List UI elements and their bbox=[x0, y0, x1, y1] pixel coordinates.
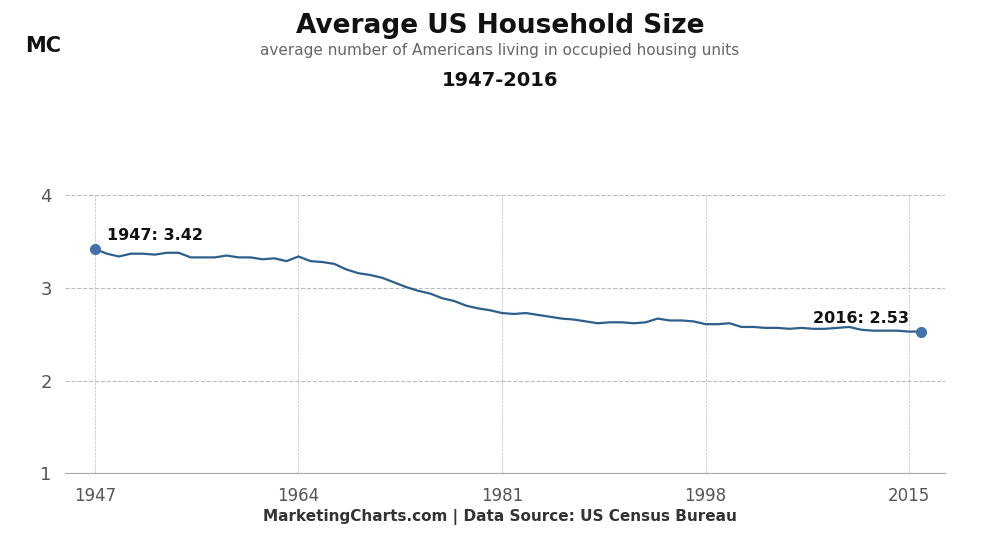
Text: Average US Household Size: Average US Household Size bbox=[296, 13, 704, 40]
Text: 1947: 3.42: 1947: 3.42 bbox=[107, 228, 203, 243]
Text: 1947-2016: 1947-2016 bbox=[442, 71, 558, 90]
Text: MarketingCharts.com | Data Source: US Census Bureau: MarketingCharts.com | Data Source: US Ce… bbox=[263, 509, 737, 525]
Text: 2016: 2.53: 2016: 2.53 bbox=[813, 311, 909, 326]
Text: MC: MC bbox=[25, 36, 61, 56]
Text: average number of Americans living in occupied housing units: average number of Americans living in oc… bbox=[260, 43, 740, 58]
